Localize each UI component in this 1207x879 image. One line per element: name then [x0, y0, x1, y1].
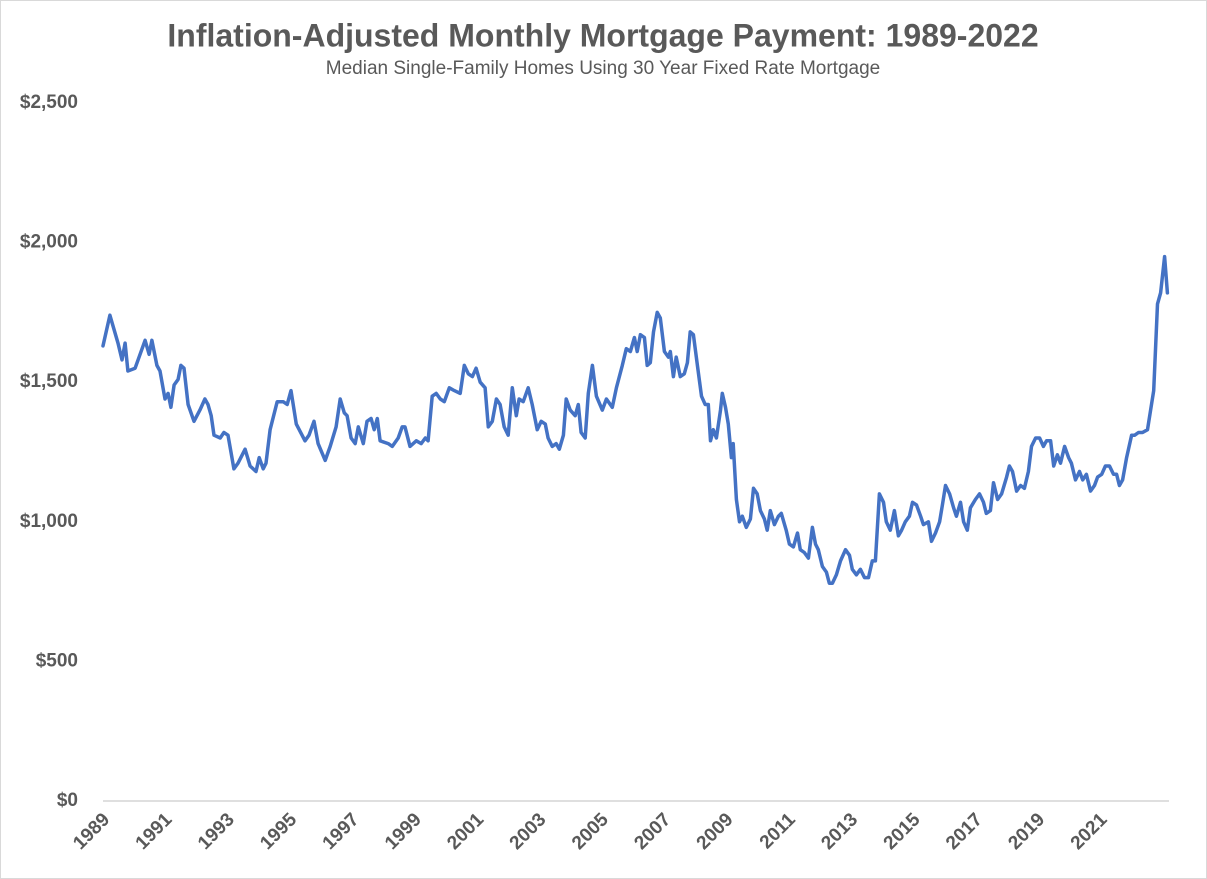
y-tick-label: $500 — [36, 650, 78, 671]
data-line — [101, 254, 1170, 585]
y-tick-label: $2,500 — [20, 92, 78, 113]
y-tick-label: $1,500 — [20, 371, 78, 392]
y-tick-label: $2,000 — [20, 232, 78, 253]
chart-title: Inflation-Adjusted Monthly Mortgage Paym… — [167, 17, 1038, 53]
y-tick-label: $0 — [57, 790, 78, 811]
y-tick-label: $1,000 — [20, 511, 78, 532]
chart-subtitle: Median Single-Family Homes Using 30 Year… — [326, 58, 880, 79]
